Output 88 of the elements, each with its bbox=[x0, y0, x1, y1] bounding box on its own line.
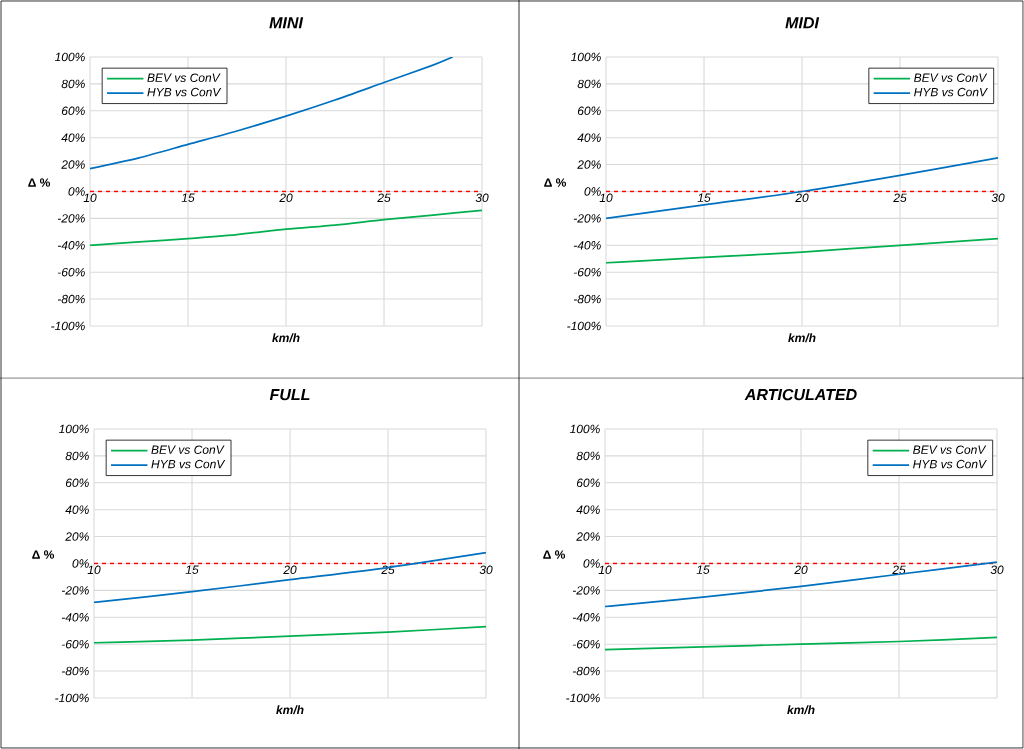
x-tick-label: 10 bbox=[87, 565, 101, 575]
y-tick-label: 0% bbox=[68, 187, 85, 196]
y-tick-label: 40% bbox=[577, 133, 601, 142]
y-tick-label: 0% bbox=[583, 559, 600, 568]
y-tick-label: -100% bbox=[567, 321, 601, 331]
y-axis-title: Δ % bbox=[543, 550, 566, 559]
y-tick-label: -100% bbox=[51, 321, 85, 331]
x-axis-title: km/h bbox=[787, 705, 815, 715]
x-tick-label: 10 bbox=[599, 193, 613, 203]
y-tick-label: 100% bbox=[569, 424, 600, 434]
y-tick-label: 80% bbox=[61, 79, 85, 89]
y-tick-label: 40% bbox=[61, 133, 85, 142]
y-tick-label: -60% bbox=[573, 267, 601, 277]
y-tick-label: 60% bbox=[577, 106, 601, 116]
y-tick-label: -80% bbox=[57, 294, 85, 304]
y-tick-label: 0% bbox=[584, 187, 601, 196]
y-tick-label: -20% bbox=[572, 586, 600, 595]
x-tick-label: 20 bbox=[795, 193, 809, 203]
y-tick-label: -40% bbox=[61, 613, 89, 622]
x-axis-title: km/h bbox=[788, 333, 816, 343]
y-tick-label: 20% bbox=[576, 532, 600, 541]
y-tick-label: -40% bbox=[573, 241, 601, 250]
line-series bbox=[94, 625, 486, 644]
legend-label: BEV vs ConV bbox=[151, 445, 225, 454]
chart-title: FULL bbox=[269, 389, 310, 401]
x-tick-label: 10 bbox=[83, 193, 97, 203]
y-axis-title: Δ % bbox=[32, 550, 55, 559]
y-tick-label: 0% bbox=[72, 559, 89, 568]
legend-label: BEV vs ConV bbox=[914, 73, 988, 82]
legend-label: BEV vs ConV bbox=[147, 73, 221, 82]
y-tick-label: -60% bbox=[57, 267, 85, 277]
x-tick-label: 25 bbox=[892, 565, 906, 575]
x-tick-label: 25 bbox=[893, 193, 907, 203]
y-tick-label: -40% bbox=[57, 241, 85, 250]
y-axis-title: Δ % bbox=[28, 178, 51, 187]
y-tick-label: 100% bbox=[54, 52, 85, 62]
y-tick-label: 100% bbox=[58, 424, 89, 434]
y-tick-label: 20% bbox=[65, 532, 89, 541]
x-tick-label: 20 bbox=[794, 565, 808, 575]
x-tick-label: 10 bbox=[598, 565, 612, 575]
y-tick-label: -100% bbox=[55, 693, 89, 703]
y-tick-label: 60% bbox=[61, 106, 85, 116]
y-tick-label: -80% bbox=[573, 294, 601, 304]
x-axis-title: km/h bbox=[272, 333, 300, 343]
y-tick-label: 20% bbox=[61, 160, 85, 169]
x-tick-label: 15 bbox=[696, 565, 710, 574]
x-tick-label: 15 bbox=[697, 193, 711, 202]
legend-label: HYB vs ConV bbox=[914, 87, 988, 97]
legend-label: HYB vs ConV bbox=[151, 459, 226, 469]
x-tick-label: 30 bbox=[991, 193, 1005, 203]
chart-title: MIDI bbox=[785, 17, 820, 29]
x-tick-label: 20 bbox=[279, 193, 293, 203]
y-tick-label: 80% bbox=[577, 79, 601, 89]
line-series bbox=[606, 237, 998, 264]
y-tick-label: -100% bbox=[566, 693, 600, 703]
line-series bbox=[90, 56, 454, 170]
y-tick-label: -20% bbox=[61, 586, 89, 595]
y-tick-label: -60% bbox=[61, 639, 89, 649]
y-tick-label: -80% bbox=[61, 666, 89, 676]
legend-label: BEV vs ConV bbox=[913, 445, 987, 454]
x-tick-label: 30 bbox=[990, 565, 1004, 575]
chart-title: MINI bbox=[269, 17, 304, 29]
y-tick-label: -80% bbox=[572, 666, 600, 676]
y-tick-label: 60% bbox=[576, 478, 600, 488]
y-tick-label: -20% bbox=[573, 214, 601, 223]
x-tick-label: 20 bbox=[283, 565, 297, 575]
y-tick-label: -20% bbox=[57, 214, 85, 223]
x-tick-label: 25 bbox=[377, 193, 391, 203]
line-series bbox=[605, 636, 997, 651]
y-tick-label: -40% bbox=[572, 613, 600, 622]
x-tick-label: 15 bbox=[185, 565, 199, 574]
y-tick-label: 40% bbox=[65, 505, 89, 514]
y-tick-label: 60% bbox=[65, 478, 89, 488]
legend-label: HYB vs ConV bbox=[147, 87, 222, 97]
y-tick-label: 20% bbox=[577, 160, 601, 169]
x-tick-label: 30 bbox=[479, 565, 493, 575]
x-axis-title: km/h bbox=[276, 705, 304, 715]
y-tick-label: -60% bbox=[572, 639, 600, 649]
line-series bbox=[90, 209, 482, 247]
y-tick-label: 80% bbox=[65, 451, 89, 461]
legend-label: HYB vs ConV bbox=[913, 459, 987, 469]
y-tick-label: 40% bbox=[576, 505, 600, 514]
chart-title: ARTICULATED bbox=[744, 388, 857, 401]
y-tick-label: 100% bbox=[570, 52, 601, 62]
y-axis-title: Δ % bbox=[544, 178, 567, 187]
y-tick-label: 80% bbox=[576, 451, 600, 461]
x-tick-label: 15 bbox=[181, 193, 195, 202]
x-tick-label: 30 bbox=[475, 193, 489, 203]
